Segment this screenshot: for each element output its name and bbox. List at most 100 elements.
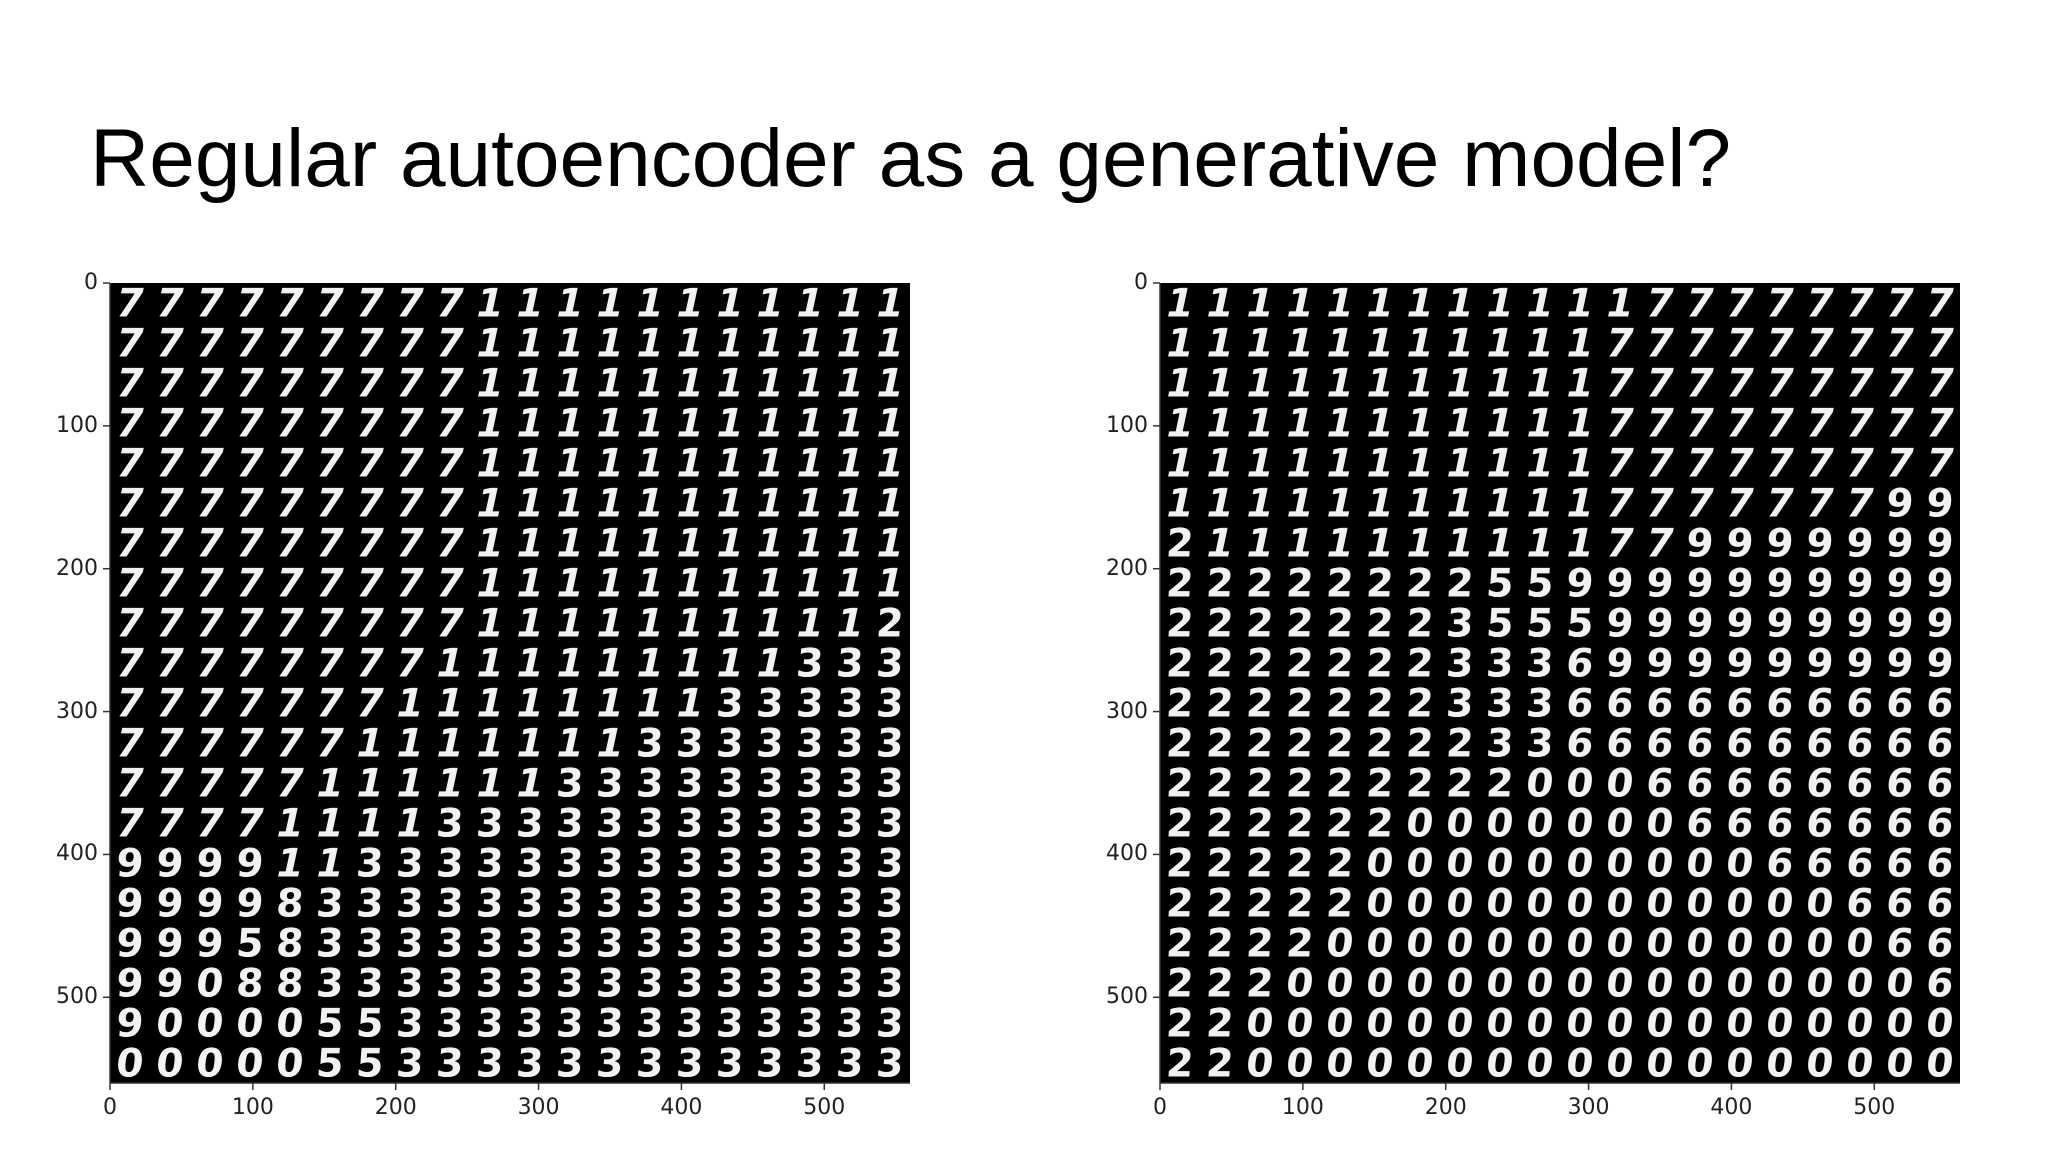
digit-cell: 6 bbox=[1604, 682, 1636, 727]
digit-cell: 3 bbox=[755, 722, 785, 767]
digit-cell: 2 bbox=[1205, 922, 1235, 967]
digit-cell: 0 bbox=[1804, 1002, 1836, 1047]
digit-cell: 9 bbox=[1605, 642, 1635, 687]
digit-cell: 9 bbox=[1885, 522, 1915, 567]
digit-cell: 9 bbox=[235, 882, 265, 927]
digit-cell: 2 bbox=[1245, 802, 1275, 847]
digit-cell: 2 bbox=[1325, 642, 1355, 687]
digit-cell: 9 bbox=[155, 922, 185, 967]
digit-cell: 0 bbox=[1604, 842, 1636, 887]
digit-cell: 9 bbox=[1605, 602, 1635, 647]
digit-cell: 3 bbox=[475, 802, 505, 847]
digit-cell: 2 bbox=[1245, 602, 1275, 647]
digit-cell: 9 bbox=[1765, 642, 1795, 687]
digit-cell: 0 bbox=[194, 1002, 226, 1047]
digit-cell: 2 bbox=[1285, 682, 1315, 727]
digit-cell: 6 bbox=[1724, 762, 1756, 807]
digit-cell: 9 bbox=[1925, 602, 1955, 647]
digit-cell: 6 bbox=[1764, 722, 1796, 767]
digit-cell: 3 bbox=[435, 842, 465, 887]
digit-cell: 2 bbox=[1365, 682, 1395, 727]
digit-cell: 3 bbox=[675, 802, 705, 847]
digit-cell: 0 bbox=[1724, 922, 1756, 967]
digit-cell: 5 bbox=[1485, 602, 1515, 647]
digit-cell: 6 bbox=[1804, 802, 1836, 847]
digit-cell: 0 bbox=[1844, 962, 1876, 1007]
digit-cell: 0 bbox=[1484, 922, 1516, 967]
digit-cell: 2 bbox=[1365, 642, 1395, 687]
digit-cell: 6 bbox=[1804, 842, 1836, 887]
digit-cell: 9 bbox=[1805, 642, 1835, 687]
digit-cell: 3 bbox=[475, 1002, 505, 1047]
digit-cell: 6 bbox=[1564, 682, 1596, 727]
digit-cell: 3 bbox=[795, 922, 825, 967]
digit-cell: 0 bbox=[154, 1002, 186, 1047]
digit-cell: 2 bbox=[1245, 762, 1275, 807]
digit-cell: 3 bbox=[395, 842, 425, 887]
digit-cell: 3 bbox=[675, 722, 705, 767]
digit-cell: 3 bbox=[715, 802, 745, 847]
digit-cell: 0 bbox=[1844, 1002, 1876, 1047]
digit-cell: 3 bbox=[875, 802, 905, 847]
digit-cell: 3 bbox=[555, 962, 585, 1007]
digit-cell: 2 bbox=[1165, 602, 1195, 647]
digit-cell: 2 bbox=[1285, 722, 1315, 767]
digit-cell: 3 bbox=[635, 802, 665, 847]
digit-cell: 3 bbox=[795, 802, 825, 847]
digit-cell: 3 bbox=[795, 642, 825, 687]
digit-cell: 2 bbox=[875, 602, 905, 647]
digit-cell: 6 bbox=[1764, 842, 1796, 887]
digit-cell: 6 bbox=[1684, 722, 1716, 767]
digit-cell: 3 bbox=[795, 682, 825, 727]
digit-cell: 3 bbox=[355, 842, 385, 887]
digit-cell: 3 bbox=[515, 802, 545, 847]
digit-cell: 3 bbox=[475, 842, 505, 887]
digit-cell: 3 bbox=[315, 922, 345, 967]
digit-cell: 2 bbox=[1405, 722, 1435, 767]
digit-cell: 0 bbox=[1524, 962, 1556, 1007]
digit-cell: 9 bbox=[1885, 482, 1915, 527]
digit-cell: 3 bbox=[755, 842, 785, 887]
digit-cell: 6 bbox=[1804, 762, 1836, 807]
digit-cell: 2 bbox=[1325, 802, 1355, 847]
digit-cell: 0 bbox=[1484, 842, 1516, 887]
y-tick-label: 300 bbox=[1106, 698, 1148, 724]
digit-cell: 0 bbox=[1884, 1042, 1916, 1087]
digit-cell: 0 bbox=[1604, 1042, 1636, 1087]
digit-cell: 9 bbox=[1925, 562, 1955, 607]
digit-cell: 3 bbox=[755, 1042, 785, 1087]
digit-cell: 2 bbox=[1205, 682, 1235, 727]
digit-cell: 9 bbox=[115, 882, 145, 927]
digit-cell: 8 bbox=[275, 882, 305, 927]
digit-cell: 9 bbox=[1645, 642, 1675, 687]
digit-cell: 0 bbox=[1444, 922, 1476, 967]
digit-cell: 3 bbox=[835, 1002, 865, 1047]
digit-cell: 2 bbox=[1405, 562, 1435, 607]
x-tick-label: 500 bbox=[803, 1095, 846, 1120]
digit-cell: 6 bbox=[1884, 882, 1916, 927]
digit-cell: 9 bbox=[195, 842, 225, 887]
digit-cell: 3 bbox=[715, 682, 745, 727]
digit-cell: 0 bbox=[1764, 1042, 1796, 1087]
digit-cell: 6 bbox=[1564, 722, 1596, 767]
digit-cell: 6 bbox=[1684, 802, 1716, 847]
digit-cell: 5 bbox=[1525, 602, 1555, 647]
digit-cell: 0 bbox=[1564, 1042, 1596, 1087]
digit-cell: 5 bbox=[355, 1002, 385, 1047]
digit-cell: 3 bbox=[515, 882, 545, 927]
digit-cell: 3 bbox=[875, 762, 905, 807]
digit-cell: 0 bbox=[1804, 922, 1836, 967]
digit-cell: 0 bbox=[1564, 802, 1596, 847]
digit-cell: 3 bbox=[595, 1042, 625, 1087]
digit-cell: 3 bbox=[635, 722, 665, 767]
digit-cell: 2 bbox=[1165, 962, 1195, 1007]
x-tick-label: 200 bbox=[374, 1095, 417, 1120]
digit-cell: 2 bbox=[1165, 842, 1195, 887]
digit-cell: 0 bbox=[1764, 922, 1796, 967]
digit-cell: 2 bbox=[1325, 682, 1355, 727]
digit-cell: 6 bbox=[1764, 682, 1796, 727]
digit-cell: 2 bbox=[1205, 842, 1235, 887]
digit-cell: 0 bbox=[1844, 922, 1876, 967]
digit-cell: 3 bbox=[555, 802, 585, 847]
digit-cell: 3 bbox=[835, 962, 865, 1007]
